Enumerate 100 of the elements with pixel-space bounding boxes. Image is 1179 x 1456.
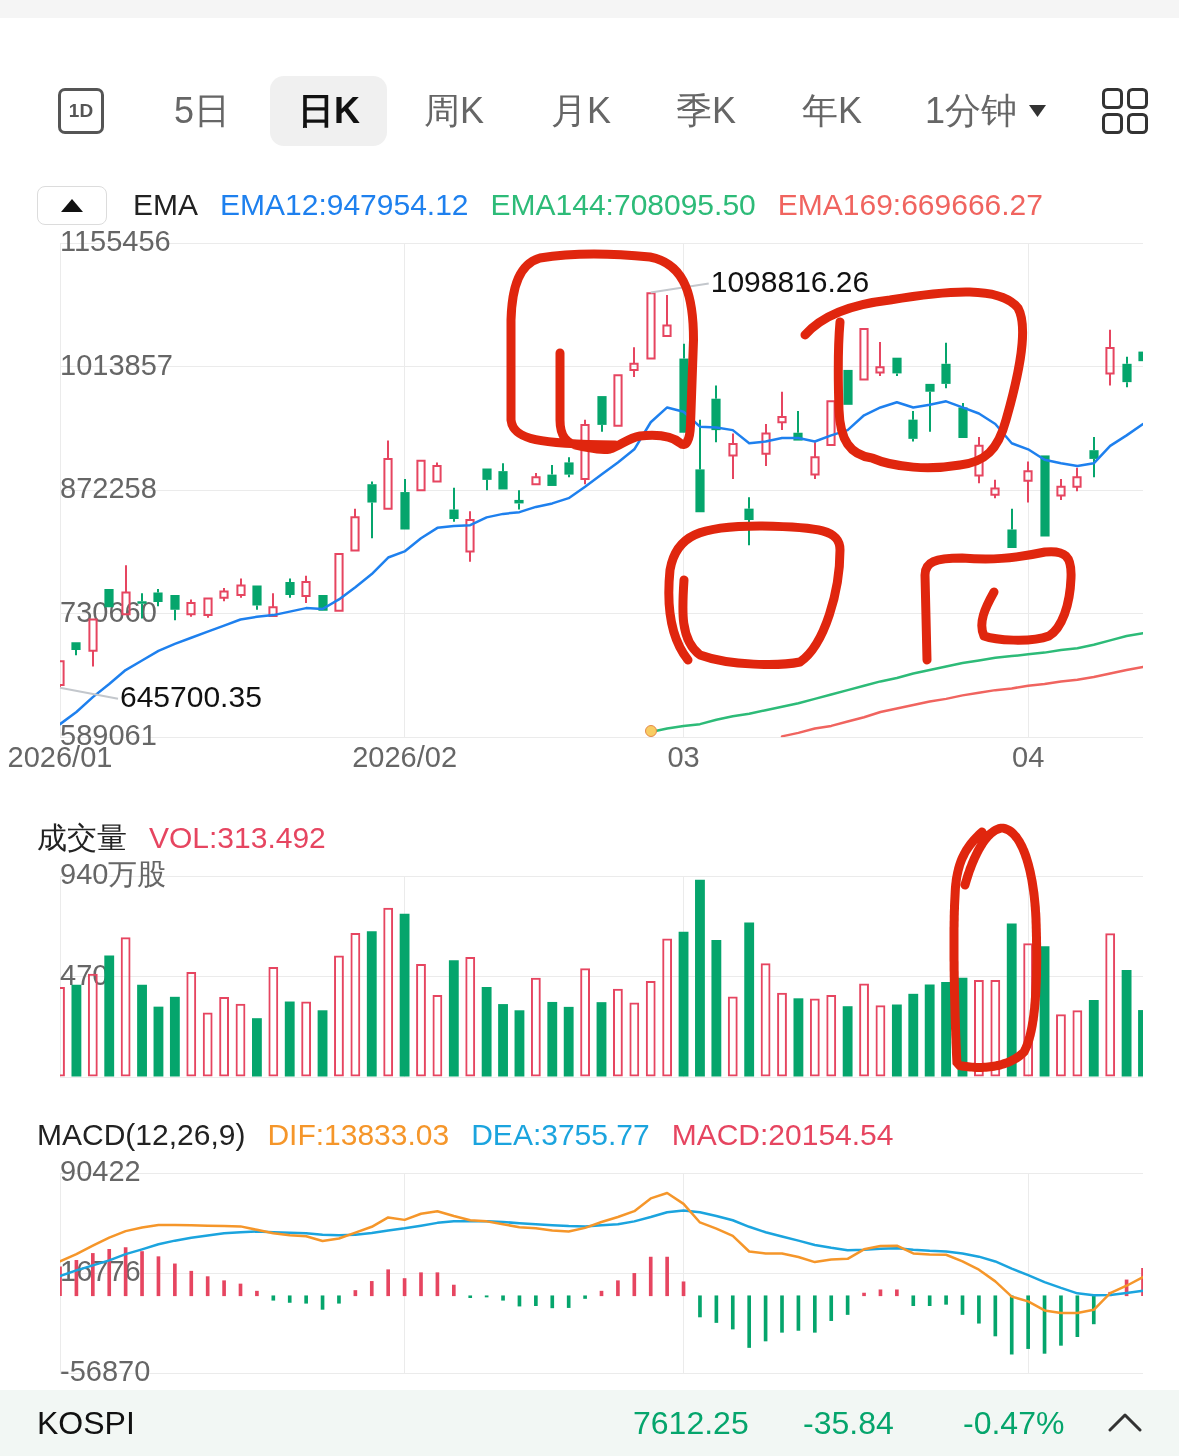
text: 月K (550, 88, 612, 133)
candlestick (875, 340, 885, 378)
candlestick (334, 553, 344, 612)
text: -35.84 (803, 1404, 894, 1442)
bar (419, 1272, 423, 1297)
x-tick-label: 03 (667, 740, 700, 773)
bar (941, 982, 952, 1077)
text: DEA:3755.77 (471, 1118, 650, 1152)
bar (747, 1295, 752, 1348)
y-tick-label: 1013857 (60, 348, 173, 381)
bar (534, 1295, 538, 1307)
candlestick (941, 341, 951, 390)
bar (596, 1002, 607, 1077)
bar (547, 1001, 558, 1077)
bar (498, 1004, 508, 1077)
bar (695, 879, 705, 1077)
legend-title: MACD(12,26,9) (37, 1118, 246, 1152)
text: 1分钟 (924, 88, 1018, 133)
bar (566, 1295, 571, 1308)
candlestick (449, 486, 459, 523)
bar (448, 960, 459, 1077)
day-icon: 1D (58, 88, 104, 134)
candlestick (498, 462, 508, 490)
text: 日K (298, 88, 360, 133)
bar (1006, 923, 1017, 1077)
text: EMA12:947954.12 (220, 188, 469, 222)
bar (1059, 1295, 1063, 1346)
y-tick-label: 872258 (60, 472, 157, 505)
bar (977, 1295, 981, 1324)
bar (317, 1010, 328, 1077)
bar (71, 984, 82, 1077)
bar (337, 1295, 341, 1304)
bar (648, 1256, 653, 1297)
bar (287, 1295, 292, 1303)
bar (891, 1004, 902, 1077)
text: 年K (801, 88, 863, 133)
bar (173, 1263, 177, 1297)
text: EMA169:669666.27 (777, 188, 1043, 222)
candlestick (613, 374, 623, 427)
text: DIF:13833.03 (267, 1118, 450, 1152)
bar (563, 1006, 574, 1077)
bar (468, 1295, 473, 1299)
bar (271, 1295, 276, 1301)
legend-title: EMA (133, 188, 199, 222)
bar (744, 922, 755, 1077)
bar (399, 913, 410, 1077)
bar (550, 1295, 555, 1309)
candlestick (646, 292, 656, 360)
candlestick (908, 409, 918, 443)
candlestick (170, 595, 180, 622)
bar (711, 939, 722, 1077)
candlestick (1105, 328, 1115, 387)
bar (205, 1276, 210, 1297)
legend-title: 成交量 (37, 819, 127, 856)
candlestick (416, 459, 426, 492)
text: 季K (675, 88, 737, 133)
candlestick (843, 369, 853, 405)
bar (386, 1269, 391, 1297)
candlestick (285, 577, 295, 599)
text: VOL:313.492 (149, 821, 326, 855)
candlestick (1040, 455, 1050, 537)
text: MACD:20154.54 (671, 1118, 894, 1152)
y-tick-label: 90422 (60, 1155, 141, 1187)
bar (137, 984, 147, 1077)
text: 645700.35 (120, 680, 262, 714)
y-tick-label: -56870 (60, 1355, 151, 1387)
bar (895, 1289, 899, 1297)
text: -0.47% (963, 1404, 1065, 1442)
bar (911, 1295, 916, 1307)
bar (501, 1295, 505, 1301)
candlestick (71, 642, 81, 657)
candlestick (400, 477, 410, 530)
candlestick (597, 396, 607, 433)
bar (104, 955, 115, 1077)
candlestick (268, 592, 278, 617)
bar (481, 986, 492, 1077)
candlestick (695, 418, 705, 513)
candlestick (711, 384, 721, 444)
bar (842, 1006, 853, 1077)
bar (632, 1273, 637, 1297)
text: KOSPI (37, 1404, 135, 1442)
x-tick-label: 2026/02 (352, 740, 457, 773)
bar (698, 1295, 702, 1318)
bar (189, 1270, 194, 1297)
bar (862, 1292, 866, 1297)
bar (451, 1284, 456, 1297)
bar (924, 984, 935, 1077)
candlestick (482, 468, 492, 492)
bar (366, 931, 377, 1077)
candlestick (1122, 355, 1132, 389)
candlestick (465, 510, 475, 563)
bar (780, 1295, 784, 1333)
candlestick (1089, 436, 1099, 479)
candlestick (892, 357, 902, 378)
bar (304, 1295, 308, 1304)
bar (1121, 970, 1132, 1077)
text: 5日 (173, 88, 231, 133)
bar (1009, 1295, 1014, 1355)
text: 周K (423, 88, 485, 133)
bar (583, 1295, 587, 1299)
